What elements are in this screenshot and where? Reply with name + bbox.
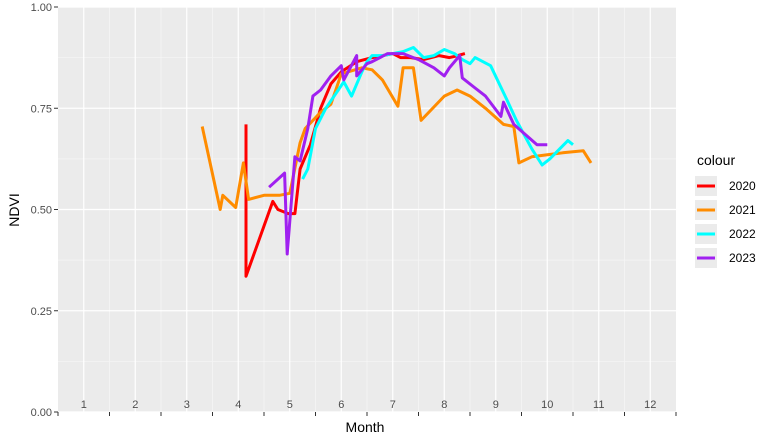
x-tick-label: 10: [541, 399, 553, 411]
y-axis-ticks: 0.00 0.25 0.50 0.75 1.00: [31, 2, 58, 419]
y-tick-label: 1.00: [31, 2, 52, 14]
y-tick-label: 0.00: [31, 407, 52, 419]
legend-label-2023: 2023: [729, 251, 756, 265]
x-axis-ticks: 1 2 3 4 5 6 7 8 9 10 11 12: [57, 399, 677, 416]
x-tick-label: 12: [644, 399, 656, 411]
y-tick-label: 0.25: [31, 306, 52, 318]
y-tick-label: 0.50: [31, 205, 52, 217]
x-tick-label: 3: [184, 399, 190, 411]
x-tick-label: 1: [81, 399, 87, 411]
legend: colour 2020 2021 2022 2023: [695, 152, 756, 268]
legend-label-2021: 2021: [729, 203, 756, 217]
x-tick-label: 8: [441, 399, 447, 411]
legend-label-2020: 2020: [729, 179, 756, 193]
series-line-2021: [200, 66, 593, 211]
x-tick-label: 5: [287, 399, 293, 411]
x-tick-label: 4: [235, 399, 241, 411]
x-tick-label: 6: [338, 399, 344, 411]
x-tick-label: 2: [132, 399, 138, 411]
y-axis-title: NDVI: [6, 193, 22, 226]
x-tick-label: 9: [493, 399, 499, 411]
legend-label-2022: 2022: [729, 227, 756, 241]
series-line-2022: [301, 46, 574, 180]
x-axis-title: Month: [346, 419, 385, 435]
y-tick-label: 0.75: [31, 103, 52, 115]
x-tick-label: 7: [390, 399, 396, 411]
series-line-2023: [268, 52, 548, 256]
legend-title: colour: [697, 152, 735, 168]
series-lines: [200, 46, 593, 278]
x-tick-label: 11: [593, 399, 604, 411]
